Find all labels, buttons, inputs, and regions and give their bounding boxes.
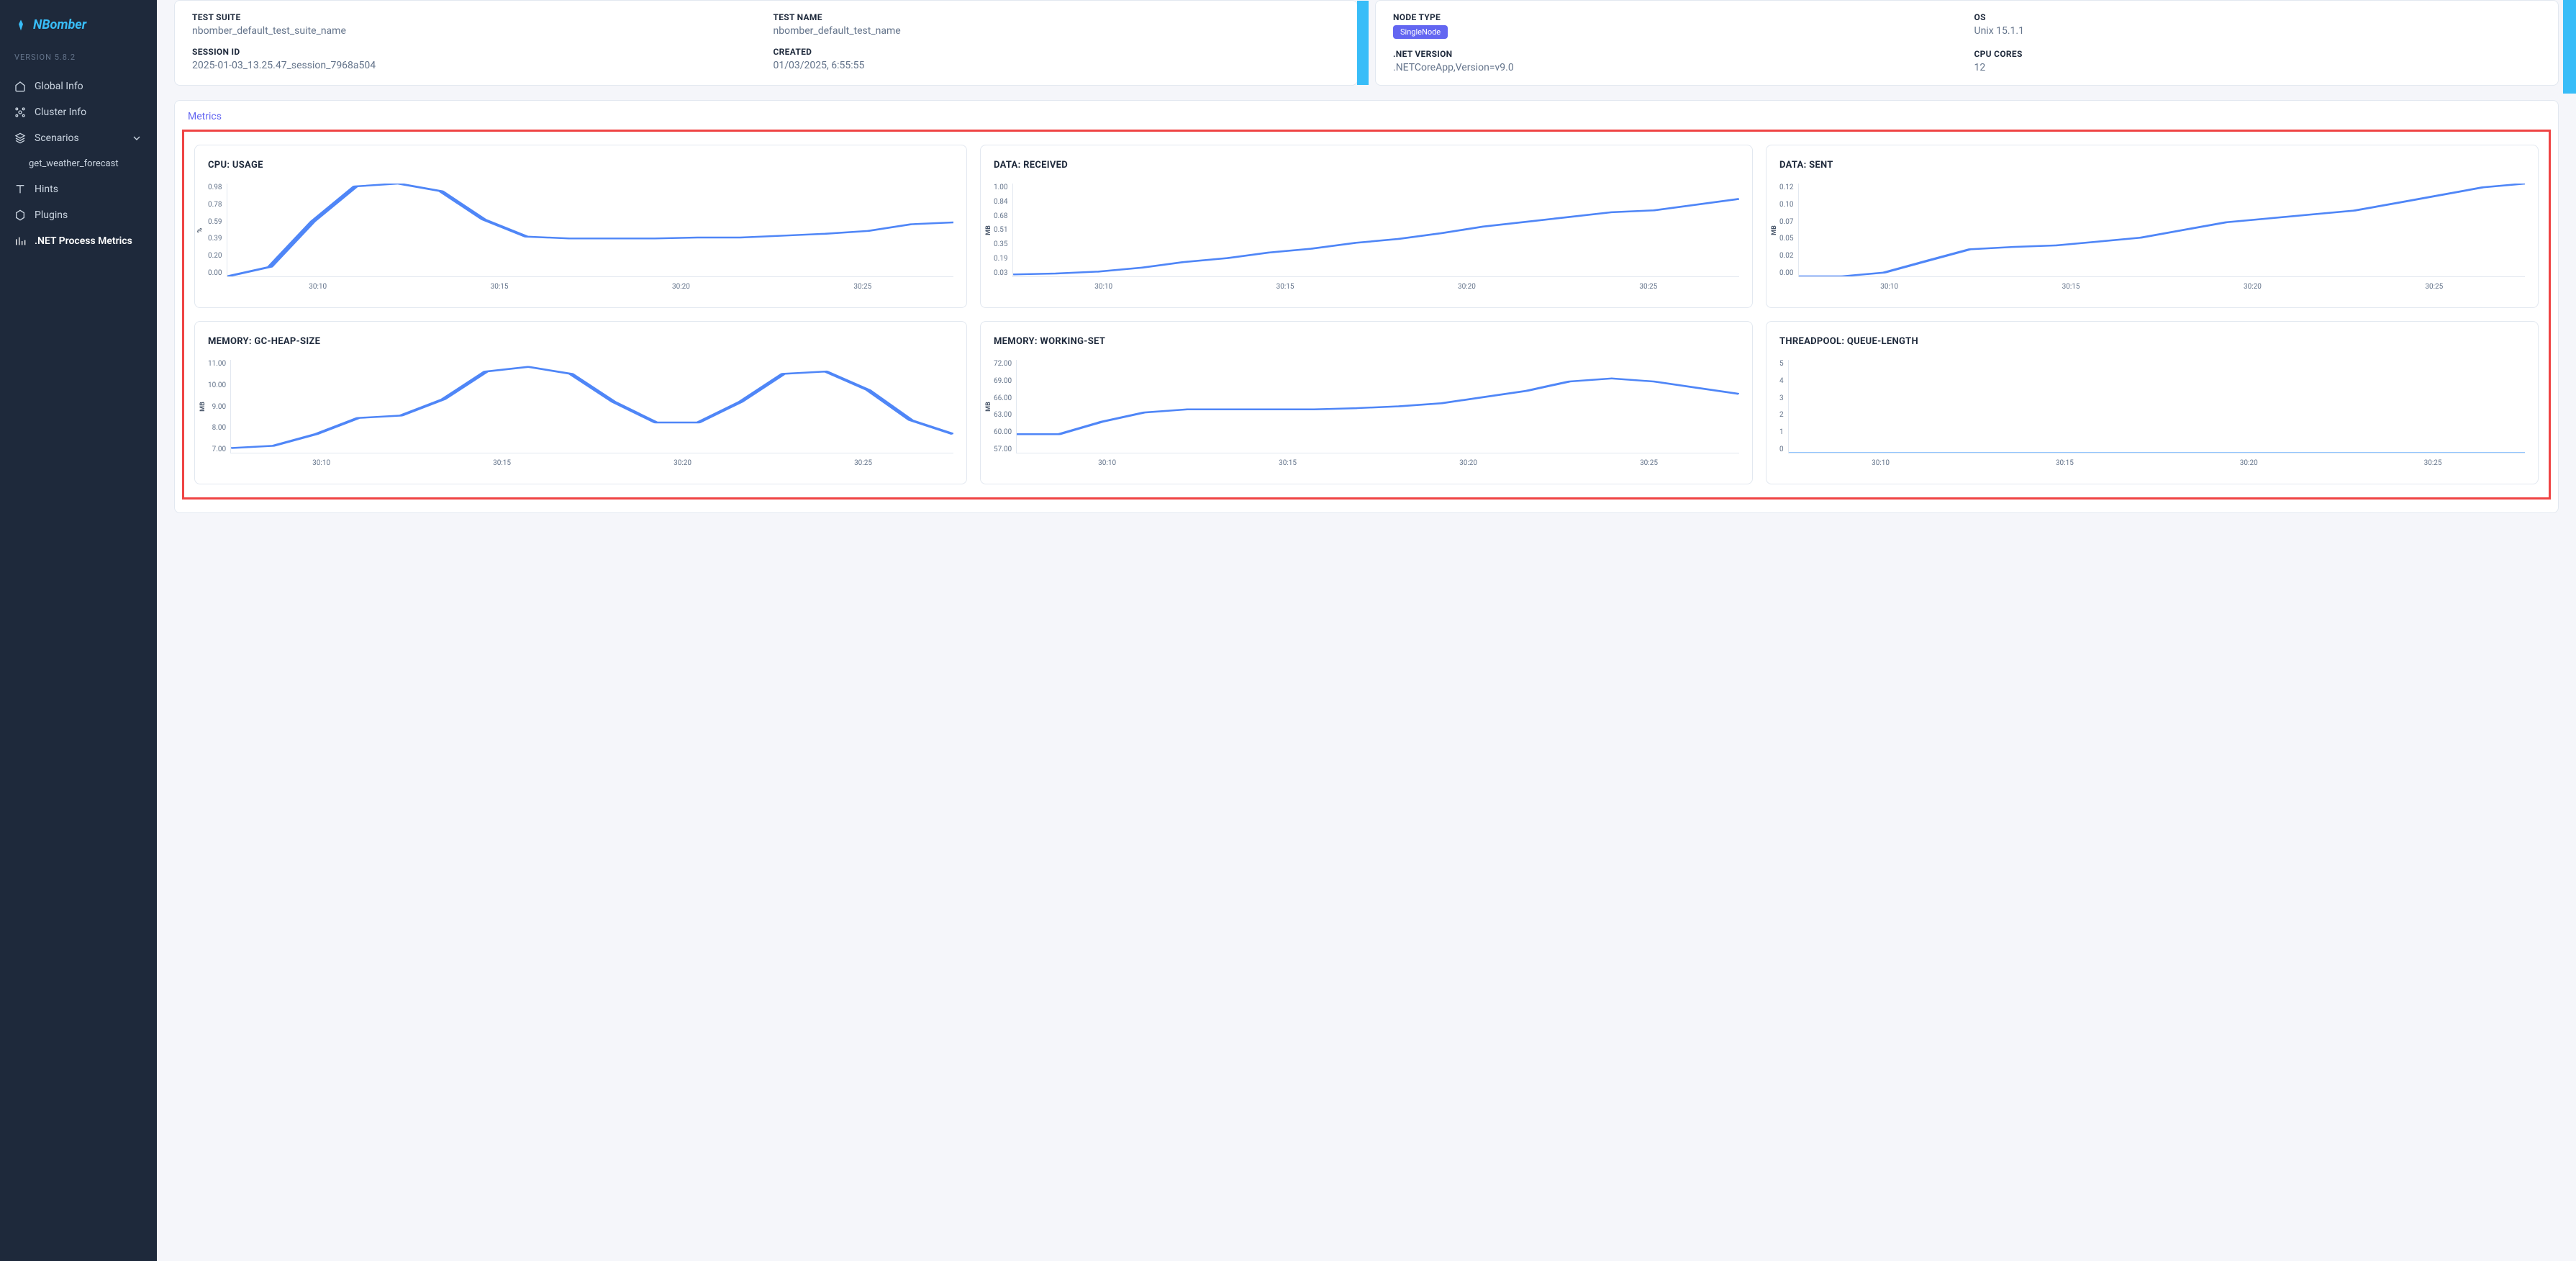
dotnet-version-label: .NET VERSION: [1393, 49, 1960, 59]
accent-bar: [2563, 0, 2576, 94]
cpu-cores-label: CPU CORES: [1974, 49, 2541, 59]
plot-area: 30:1030:1530:2030:25: [227, 184, 954, 277]
chart-gc-heap: MEMORY: GC-HEAP-SIZE MB11.0010.009.008.00…: [194, 321, 967, 484]
chart-title: CPU: USAGE: [208, 160, 953, 171]
session-id-label: SESSION ID: [192, 47, 759, 57]
x-axis: 30:1030:1530:2030:25: [227, 283, 954, 291]
chart-title: MEMORY: WORKING-SET: [994, 336, 1739, 347]
y-axis-unit: %: [196, 228, 204, 233]
test-info-card: TEST SUITE nbomber_default_test_suite_na…: [174, 0, 1358, 86]
book-icon: [14, 184, 26, 195]
nav-label: Hints: [35, 184, 58, 195]
plot-area: 30:1030:1530:2030:25: [1012, 184, 1740, 277]
os-value: Unix 15.1.1: [1974, 25, 2541, 37]
chevron-down-icon: [131, 132, 142, 144]
sidebar-item-global-info[interactable]: Global Info: [0, 73, 157, 99]
cluster-icon: [14, 107, 26, 118]
nav-label: Plugins: [35, 209, 68, 221]
cpu-cores-value: 12: [1974, 62, 2541, 73]
accent-bar: [1357, 1, 1369, 85]
chart-title: THREADPOOL: QUEUE-LENGTH: [1779, 336, 2525, 347]
sidebar-item-scenario-weather[interactable]: get_weather_forecast: [0, 151, 157, 176]
dotnet-version-value: .NETCoreApp,Version=v9.0: [1393, 62, 1960, 73]
plot-area: 30:1030:1530:2030:25: [1016, 360, 1739, 453]
x-axis: 30:1030:1530:2030:25: [1013, 283, 1740, 291]
nav-label: Global Info: [35, 81, 83, 92]
sidebar-item-scenarios[interactable]: Scenarios: [0, 125, 157, 151]
chart-grid: CPU: USAGE%0.980.780.590.390.200.0030:10…: [182, 130, 2551, 500]
sidebar-item-cluster-info[interactable]: Cluster Info: [0, 99, 157, 125]
metrics-panel: Metrics CPU: USAGE% 0.980.780.590.390.200…: [174, 100, 2559, 513]
version-label: VERSION 5.8.2: [0, 47, 157, 73]
chart-title: MEMORY: GC-HEAP-SIZE: [208, 336, 953, 347]
created-label: CREATED: [774, 47, 1341, 57]
created-value: 01/03/2025, 6:55:55: [774, 60, 1341, 71]
y-axis: 0.980.780.590.390.200.00: [208, 184, 227, 277]
sidebar-item-plugins[interactable]: Plugins: [0, 202, 157, 228]
nav-label: Scenarios: [35, 132, 79, 144]
hexagon-icon: [14, 209, 26, 221]
logo: NBomber: [0, 12, 157, 47]
y-axis-unit: MB: [985, 225, 992, 235]
sidebar: NBomber VERSION 5.8.2 Global Info Cluste…: [0, 0, 157, 1261]
y-axis-unit: MB: [1771, 225, 1778, 235]
nav-label: get_weather_forecast: [29, 158, 119, 169]
chart-data-received: DATA: RECEIVED MB1.000.840.680.510.350.19…: [980, 145, 1753, 308]
nav-label: .NET Process Metrics: [35, 235, 132, 247]
home-icon: [14, 81, 26, 92]
bars-icon: [14, 235, 26, 247]
layers-icon: [14, 132, 26, 144]
y-axis: 1.000.840.680.510.350.190.03: [994, 184, 1012, 277]
nav-label: Cluster Info: [35, 107, 86, 118]
test-name-label: TEST NAME: [774, 12, 1341, 22]
chart-threadpool: THREADPOOL: QUEUE-LENGTH 54321030:1030:15…: [1766, 321, 2539, 484]
x-axis: 30:1030:1530:2030:25: [1789, 459, 2525, 467]
plot-area: 30:1030:1530:2030:25: [1798, 184, 2526, 277]
node-type-label: NODE TYPE: [1393, 12, 1960, 22]
y-axis: 72.0069.0066.0063.0060.0057.00: [994, 360, 1016, 453]
os-label: OS: [1974, 12, 2541, 22]
chart-cpu-usage: CPU: USAGE% 0.980.780.590.390.200.0030:10…: [194, 145, 967, 308]
system-info-card: NODE TYPE SingleNode OS Unix 15.1.1 .NET…: [1375, 0, 2559, 86]
y-axis-unit: MB: [199, 402, 207, 412]
main-content: TEST SUITE nbomber_default_test_suite_na…: [157, 0, 2576, 1261]
x-axis: 30:1030:1530:2030:25: [1017, 459, 1739, 467]
test-name-value: nbomber_default_test_name: [774, 25, 1341, 37]
chart-title: DATA: RECEIVED: [994, 160, 1739, 171]
y-axis: 0.120.100.070.050.020.00: [1779, 184, 1798, 277]
y-axis: 11.0010.009.008.007.00: [208, 360, 230, 453]
plot-area: 30:1030:1530:2030:25: [1788, 360, 2525, 453]
sidebar-item-dotnet-metrics[interactable]: .NET Process Metrics: [0, 228, 157, 254]
test-suite-value: nbomber_default_test_suite_name: [192, 25, 759, 37]
chart-working-set: MEMORY: WORKING-SET MB72.0069.0066.0063.0…: [980, 321, 1753, 484]
y-axis-unit: MB: [985, 402, 992, 412]
rocket-icon: [14, 19, 27, 32]
node-type-badge: SingleNode: [1393, 25, 1448, 39]
chart-title: DATA: SENT: [1779, 160, 2525, 171]
plot-area: 30:1030:1530:2030:25: [230, 360, 953, 453]
brand-text: NBomber: [33, 17, 86, 32]
tab-metrics[interactable]: Metrics: [188, 111, 222, 122]
session-id-value: 2025-01-03_13.25.47_session_7968a504: [192, 60, 759, 71]
x-axis: 30:1030:1530:2030:25: [1799, 283, 2526, 291]
test-suite-label: TEST SUITE: [192, 12, 759, 22]
y-axis: 543210: [1779, 360, 1788, 453]
sidebar-item-hints[interactable]: Hints: [0, 176, 157, 202]
chart-data-sent: DATA: SENT MB0.120.100.070.050.020.0030:1…: [1766, 145, 2539, 308]
x-axis: 30:1030:1530:2030:25: [231, 459, 953, 467]
